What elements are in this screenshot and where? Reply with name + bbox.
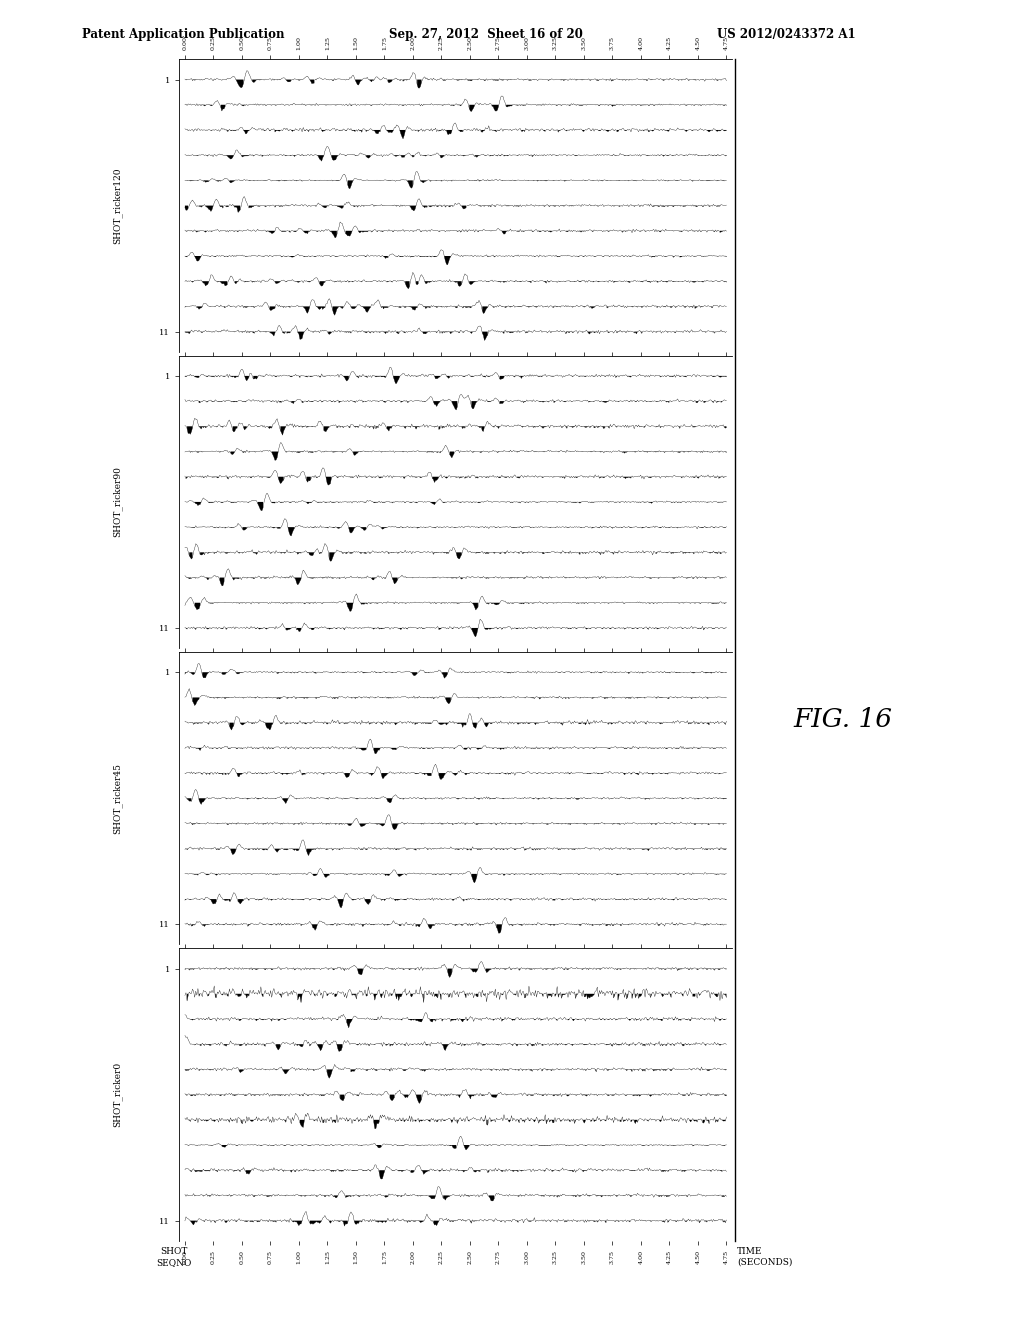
- Text: SHOT_ricker120: SHOT_ricker120: [113, 168, 123, 244]
- Text: Sep. 27, 2012  Sheet 16 of 20: Sep. 27, 2012 Sheet 16 of 20: [389, 28, 583, 41]
- Text: SHOT_ricker90: SHOT_ricker90: [113, 466, 123, 537]
- Text: FIG. 16: FIG. 16: [794, 708, 893, 731]
- Text: SHOT_ricker0: SHOT_ricker0: [113, 1063, 123, 1127]
- Text: SHOT_ricker45: SHOT_ricker45: [113, 763, 123, 834]
- Text: TIME
(SECONDS): TIME (SECONDS): [737, 1247, 793, 1267]
- Text: Patent Application Publication: Patent Application Publication: [82, 28, 285, 41]
- Text: SHOT
SEQNO: SHOT SEQNO: [157, 1247, 191, 1267]
- Text: US 2012/0243372 A1: US 2012/0243372 A1: [717, 28, 855, 41]
